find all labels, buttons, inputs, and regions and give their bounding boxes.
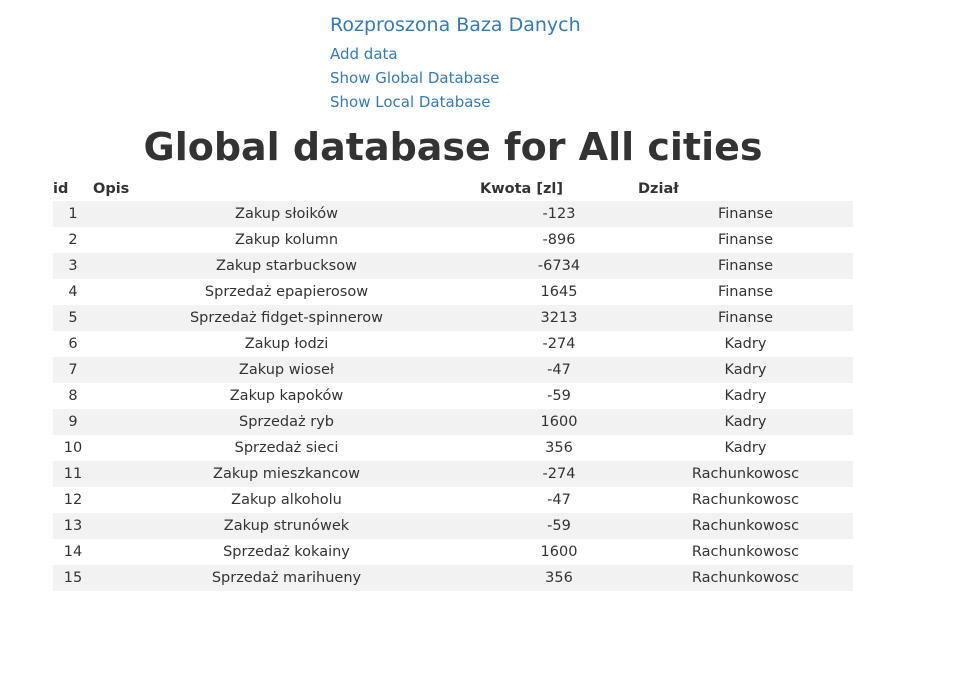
cell-id: 7	[53, 357, 93, 383]
table-row: 4 Sprzedaż epapierosow 1645 Finanse	[53, 279, 853, 305]
table-row: 7 Zakup wioseł -47 Kadry	[53, 357, 853, 383]
show-global-database-link[interactable]: Show Global Database	[330, 69, 500, 87]
cell-kwota: 356	[545, 440, 573, 456]
cell-dzial: Kadry	[724, 388, 767, 404]
cell-dzial: Rachunkowosc	[691, 544, 800, 560]
cell-id: 1	[53, 201, 93, 227]
show-local-database-link[interactable]: Show Local Database	[330, 93, 491, 111]
table-row: 10 Sprzedaż sieci 356 Kadry	[53, 435, 853, 461]
cell-id: 3	[53, 253, 93, 279]
cell-kwota: 356	[480, 565, 638, 591]
header-kwota: Kwota [zl]	[480, 180, 564, 197]
cell-opis: Sprzedaż sieci	[234, 440, 339, 456]
table-row: 11 Zakup mieszkancow -274 Rachunkowosc	[53, 461, 853, 487]
table-row: 8 Zakup kapoków -59 Kadry	[53, 383, 853, 409]
cell-dzial: Finanse	[638, 253, 853, 279]
cell-opis: Sprzedaż kokainy	[223, 544, 350, 560]
navigation: Rozproszona Baza Danych Add data Show Gl…	[330, 12, 581, 114]
cell-opis: Sprzedaż fidget-spinnerow	[93, 305, 480, 331]
cell-opis: Sprzedaż ryb	[93, 409, 480, 435]
page-title: Global database for All cities	[143, 125, 763, 169]
cell-opis: Zakup mieszkancow	[93, 461, 480, 487]
cell-dzial: Kadry	[724, 440, 767, 456]
table-row: 14 Sprzedaż kokainy 1600 Rachunkowosc	[53, 539, 853, 565]
table-row: 1 Zakup słoików -123 Finanse	[53, 201, 853, 227]
cell-kwota: 1600	[540, 544, 578, 560]
cell-dzial: Kadry	[638, 357, 853, 383]
table-row: 12 Zakup alkoholu -47 Rachunkowosc	[53, 487, 853, 513]
cell-kwota: -59	[480, 513, 638, 539]
cell-opis: Zakup strunówek	[93, 513, 480, 539]
cell-opis: Zakup kolumn	[234, 232, 339, 248]
cell-opis: Sprzedaż epapierosow	[204, 284, 369, 300]
table-header-row: id Opis Kwota [zl] Dział	[53, 176, 853, 201]
cell-id: 4	[68, 284, 78, 300]
brand-link[interactable]: Rozproszona Baza Danych	[330, 14, 581, 36]
cell-opis: Zakup łodzi	[244, 336, 329, 352]
cell-kwota: -47	[480, 357, 638, 383]
cell-dzial: Finanse	[717, 284, 774, 300]
global-database-table: id Opis Kwota [zl] Dział 1 Zakup słoików…	[53, 176, 853, 591]
table-row: 15 Sprzedaż marihueny 356 Rachunkowosc	[53, 565, 853, 591]
cell-id: 15	[53, 565, 93, 591]
cell-opis: Zakup alkoholu	[231, 492, 342, 508]
table-row: 2 Zakup kolumn -896 Finanse	[53, 227, 853, 253]
cell-kwota: -274	[480, 461, 638, 487]
cell-id: 9	[53, 409, 93, 435]
cell-id: 11	[53, 461, 93, 487]
cell-dzial: Kadry	[724, 336, 767, 352]
cell-dzial: Finanse	[638, 201, 853, 227]
cell-id: 10	[63, 440, 83, 456]
header-opis: Opis	[93, 180, 130, 197]
table-row: 9 Sprzedaż ryb 1600 Kadry	[53, 409, 853, 435]
cell-id: 5	[53, 305, 93, 331]
table-row: 13 Zakup strunówek -59 Rachunkowosc	[53, 513, 853, 539]
cell-id: 2	[68, 232, 78, 248]
cell-id: 6	[68, 336, 78, 352]
cell-kwota: -6734	[480, 253, 638, 279]
cell-dzial: Rachunkowosc	[638, 461, 853, 487]
cell-dzial: Finanse	[717, 232, 774, 248]
cell-dzial: Rachunkowosc	[691, 492, 800, 508]
cell-dzial: Finanse	[638, 305, 853, 331]
cell-opis: Zakup słoików	[93, 201, 480, 227]
cell-kwota: -59	[547, 388, 571, 404]
table-row: 3 Zakup starbucksow -6734 Finanse	[53, 253, 853, 279]
header-dzial: Dział	[638, 180, 679, 197]
cell-id: 13	[53, 513, 93, 539]
cell-kwota: -274	[542, 336, 576, 352]
cell-id: 8	[68, 388, 78, 404]
cell-kwota: -123	[480, 201, 638, 227]
cell-kwota: -47	[547, 492, 571, 508]
cell-kwota: -896	[542, 232, 576, 248]
cell-dzial: Rachunkowosc	[638, 565, 853, 591]
cell-id: 14	[63, 544, 83, 560]
add-data-link[interactable]: Add data	[330, 45, 398, 63]
cell-dzial: Kadry	[638, 409, 853, 435]
cell-id: 12	[63, 492, 83, 508]
cell-opis: Zakup wioseł	[93, 357, 480, 383]
cell-opis: Sprzedaż marihueny	[93, 565, 480, 591]
table-row: 6 Zakup łodzi -274 Kadry	[53, 331, 853, 357]
cell-dzial: Rachunkowosc	[638, 513, 853, 539]
cell-opis: Zakup starbucksow	[93, 253, 480, 279]
table-row: 5 Sprzedaż fidget-spinnerow 3213 Finanse	[53, 305, 853, 331]
cell-opis: Zakup kapoków	[229, 388, 344, 404]
cell-kwota: 1600	[480, 409, 638, 435]
header-id: id	[53, 180, 69, 197]
cell-kwota: 1645	[540, 284, 578, 300]
cell-kwota: 3213	[480, 305, 638, 331]
